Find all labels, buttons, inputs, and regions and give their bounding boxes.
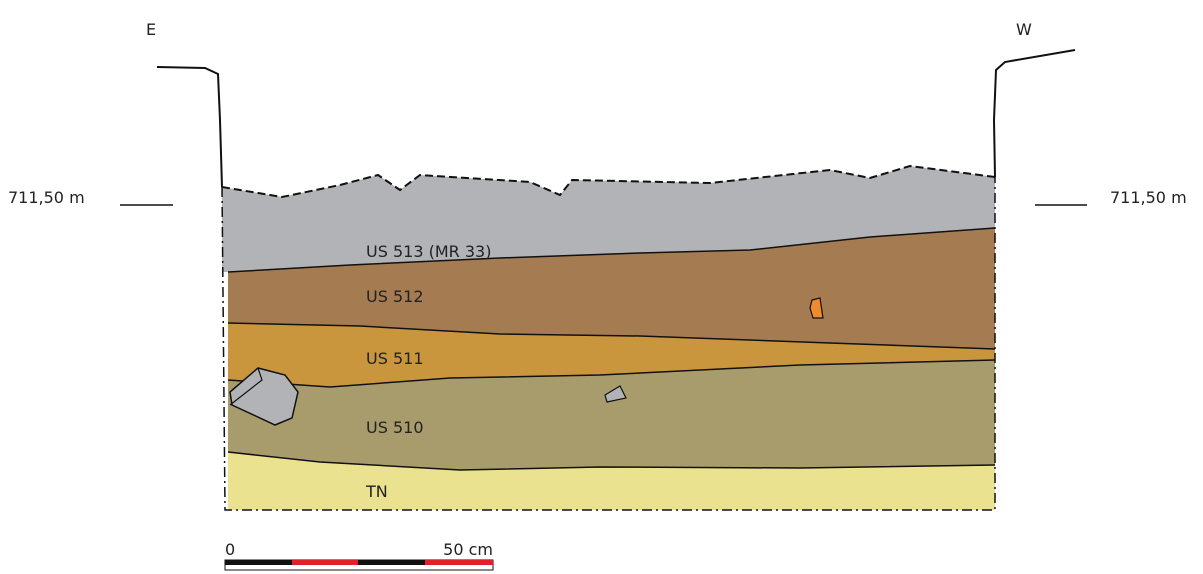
layer-label: US 511	[366, 349, 424, 368]
layer-tn	[228, 452, 995, 510]
layer-label: US 510	[366, 418, 424, 437]
level-label: 711,50 m	[8, 188, 85, 207]
orientation-label: E	[146, 20, 156, 39]
layer-label: US 512	[366, 287, 424, 306]
stone	[809, 297, 824, 319]
layer-us510	[228, 360, 995, 470]
layer-label: TN	[365, 482, 388, 501]
layer-us511	[228, 323, 995, 387]
level-label: 711,50 m	[1110, 188, 1187, 207]
stone	[229, 367, 299, 426]
scale-label: 0	[225, 540, 235, 559]
layer-us512	[228, 228, 995, 349]
stone	[604, 385, 627, 403]
scale-bar	[224, 559, 494, 571]
layer-label: US 513 (MR 33)	[366, 242, 491, 261]
boundaries	[156, 49, 1076, 511]
layer-us513	[222, 166, 995, 272]
scale-label: 50 cm	[443, 540, 493, 559]
orientation-label: W	[1016, 20, 1032, 39]
